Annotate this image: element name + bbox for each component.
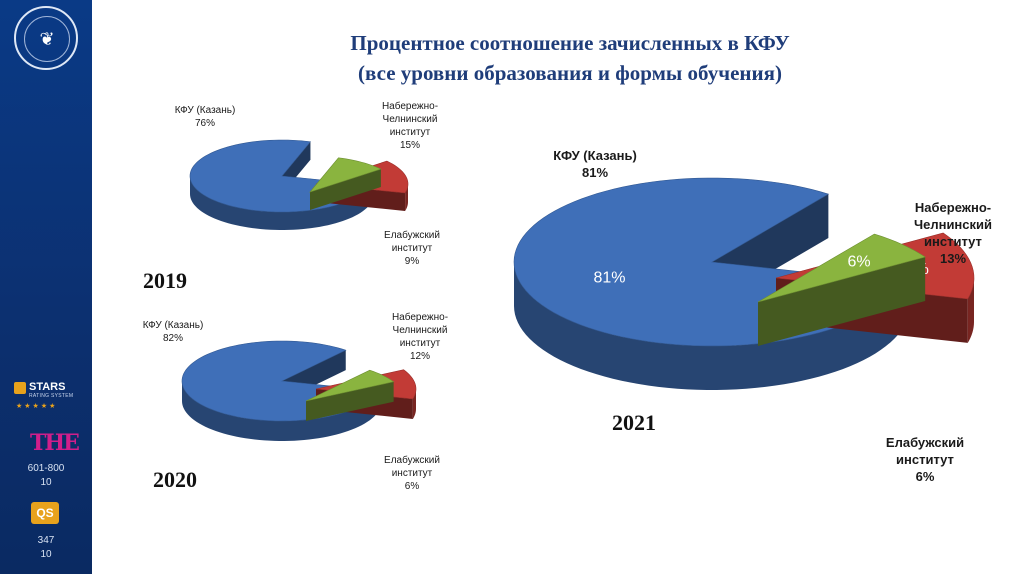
label-2020-elabuga-line2: институт [391,468,433,479]
pie-2021: 81% 13% 6% [513,177,975,390]
pie-2020 [181,340,417,441]
label-2020-elabuga-line1: Елабужский [384,455,440,466]
label-2021-elabuga-line2: институт [896,452,954,467]
label-2019-kfu-name: КФУ (Казань) [174,105,236,116]
label-2021-chelny-value: 13% [939,251,967,266]
label-2019-chelny-value: 15% [399,140,420,151]
seal-ring: ❦ [24,16,70,62]
label-2021-elabuga: Елабужский институт 6% [870,434,980,485]
the-rank-sub: 10 [40,477,52,488]
sidebar: ❦ STARS RATING SYSTEM ★★★★★ THE 601-800 … [0,0,92,574]
label-2021-elabuga-line1: Елабужский [885,435,965,450]
label-2021-kfu-name: КФУ (Казань) [553,148,637,163]
label-2019-kfu: КФУ (Казань) 76% [150,104,260,130]
label-2019-elabuga-line2: институт [391,243,433,254]
label-2020-elabuga-value: 6% [404,481,420,492]
label-2019-chelny-line2: Челнинский [382,114,438,125]
label-2021-elabuga-value: 6% [915,469,935,484]
university-seal-icon: ❦ [14,6,78,70]
stars-subtitle: RATING SYSTEM [29,393,74,399]
label-2020-chelny-line2: Челнинский [392,325,448,336]
label-2019-elabuga-line1: Елабужский [384,230,440,241]
qs-logo: QS [31,502,59,524]
label-2019-chelny-line1: Набережно- [381,101,439,112]
label-2020-chelny-value: 12% [409,351,430,362]
qs-rank-sub: 10 [40,549,52,560]
label-2020-chelny-line1: Набережно- [391,312,449,323]
label-2021-kfu: КФУ (Казань) 81% [540,147,650,181]
slice-value-2021-elabuga: 6% [847,254,870,271]
label-2021-chelny-line2: Челнинский [913,217,993,232]
label-2020-chelny-line3: институт [399,338,441,349]
label-2020-kfu: КФУ (Казань) 82% [118,319,228,345]
slice-2019-elabuga [309,157,382,210]
the-logo: THE [30,430,80,456]
year-2020: 2020 [153,467,197,492]
label-2020-kfu-value: 82% [162,333,183,344]
slice-2021-elabuga: 6% [757,233,926,346]
label-2020-kfu-name: КФУ (Казань) [142,320,204,331]
label-2020-chelny: Набережно- Челнинский институт 12% [370,311,470,363]
label-2020-elabuga: Елабужский институт 6% [362,454,462,493]
label-2021-chelny-line3: институт [924,234,982,249]
label-2019-chelny-line3: институт [389,127,431,138]
year-2021: 2021 [612,410,656,435]
the-rank: 601-800 [27,463,65,474]
qs-stars-icon [14,382,26,394]
stars-name: STARS [29,381,66,393]
pie-2019 [189,139,409,230]
page-title: Процентное соотношение зачисленных в КФУ [350,31,790,55]
label-2021-chelny-line1: Набережно- [914,200,992,215]
label-2019-kfu-value: 76% [194,118,215,129]
label-2021-kfu-value: 81% [581,165,609,180]
stars-rating: ★★★★★ [16,403,58,410]
seal-emblem-icon: ❦ [39,29,55,49]
label-2019-elabuga-value: 9% [404,256,420,267]
stars-badge: STARS RATING SYSTEM ★★★★★ [14,381,78,412]
year-2019: 2019 [143,268,187,293]
label-2019-chelny: Набережно- Челнинский институт 15% [360,100,460,152]
label-2019-elabuga: Елабужский институт 9% [362,229,462,268]
slice-value-2021-kfu: 81% [593,270,625,287]
page-subtitle: (все уровни образования и формы обучения… [358,61,782,85]
slice-2020-elabuga [305,369,395,421]
qs-rank: 347 [37,535,55,546]
label-2021-chelny: Набережно- Челнинский институт 13% [898,199,1008,267]
